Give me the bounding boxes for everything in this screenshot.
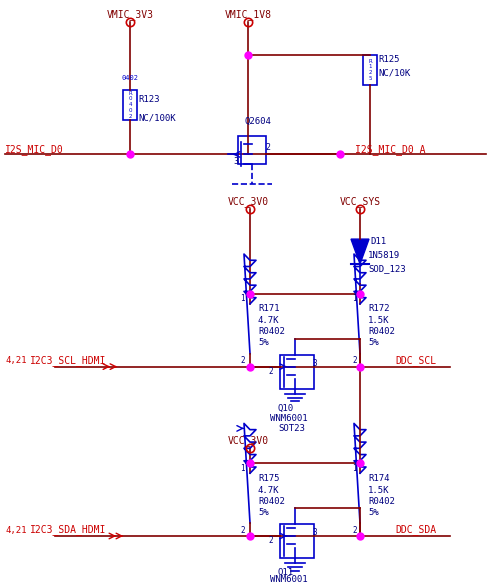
Text: R125: R125 xyxy=(378,55,400,64)
Text: 4,21: 4,21 xyxy=(5,356,27,365)
Text: R0402: R0402 xyxy=(368,497,395,505)
Text: 5%: 5% xyxy=(368,338,379,347)
Text: 1.5K: 1.5K xyxy=(368,486,389,495)
Text: Q2604: Q2604 xyxy=(245,117,272,126)
Text: 1N5819: 1N5819 xyxy=(368,250,400,260)
Text: D11: D11 xyxy=(370,236,386,246)
Text: 3: 3 xyxy=(313,359,318,368)
Text: 2: 2 xyxy=(240,525,245,535)
Text: VCC_3V0: VCC_3V0 xyxy=(228,435,269,446)
Text: Q11: Q11 xyxy=(278,569,294,577)
Text: I2S_MIC_D0: I2S_MIC_D0 xyxy=(5,144,64,155)
Text: 3: 3 xyxy=(233,157,238,166)
Text: 5%: 5% xyxy=(258,338,269,347)
Text: 5%: 5% xyxy=(368,508,379,517)
Text: DDC_SDA: DDC_SDA xyxy=(395,525,436,535)
Bar xyxy=(280,524,314,558)
Text: WNM6001: WNM6001 xyxy=(270,575,308,584)
Text: WNM6001: WNM6001 xyxy=(270,414,308,423)
Text: 4.7K: 4.7K xyxy=(258,486,279,495)
Text: R0402: R0402 xyxy=(368,327,395,336)
Text: VCC_3V0: VCC_3V0 xyxy=(228,196,269,207)
Text: R
0
4
0
2: R 0 4 0 2 xyxy=(128,91,132,119)
Text: 4,21: 4,21 xyxy=(5,525,27,535)
Text: R174: R174 xyxy=(368,474,389,483)
Text: SOD_123: SOD_123 xyxy=(368,264,406,274)
Text: 1: 1 xyxy=(352,464,356,473)
Text: VCC_SYS: VCC_SYS xyxy=(340,196,381,207)
Text: 5%: 5% xyxy=(258,508,269,517)
Text: NC/10K: NC/10K xyxy=(378,68,410,77)
Text: I2S_MIC_D0 A: I2S_MIC_D0 A xyxy=(355,144,426,155)
Text: 2: 2 xyxy=(240,356,245,365)
Text: 4.7K: 4.7K xyxy=(258,316,279,325)
Text: 0402: 0402 xyxy=(121,75,138,81)
Text: 2: 2 xyxy=(352,356,356,365)
Text: 1.5K: 1.5K xyxy=(368,316,389,325)
Bar xyxy=(238,136,266,164)
Text: 2: 2 xyxy=(265,143,270,152)
Text: DDC_SCL: DDC_SCL xyxy=(395,355,436,366)
Text: R172: R172 xyxy=(368,304,389,314)
Bar xyxy=(280,355,314,388)
Text: 1: 1 xyxy=(240,294,245,304)
Text: I2C3_SCL_HDMI: I2C3_SCL_HDMI xyxy=(30,355,107,366)
Text: 1: 1 xyxy=(352,294,356,304)
Text: R175: R175 xyxy=(258,474,279,483)
Text: R0402: R0402 xyxy=(258,327,285,336)
Text: R123: R123 xyxy=(138,95,160,104)
Text: SOT23: SOT23 xyxy=(278,424,305,433)
Text: 2: 2 xyxy=(352,525,356,535)
Text: 3: 3 xyxy=(313,528,318,538)
Bar xyxy=(363,55,377,85)
Text: Q10: Q10 xyxy=(278,404,294,413)
Text: VMIC_3V3: VMIC_3V3 xyxy=(107,9,154,20)
Text: NC/100K: NC/100K xyxy=(138,113,176,122)
Text: 1: 1 xyxy=(240,464,245,473)
Bar xyxy=(123,90,137,119)
Polygon shape xyxy=(351,239,369,264)
Text: 2: 2 xyxy=(268,536,273,545)
Text: 2: 2 xyxy=(268,367,273,376)
Text: R0402: R0402 xyxy=(258,497,285,505)
Text: VMIC_1V8: VMIC_1V8 xyxy=(225,9,272,20)
Text: I2C3_SDA_HDMI: I2C3_SDA_HDMI xyxy=(30,525,107,535)
Text: R
1
2
5: R 1 2 5 xyxy=(368,58,372,81)
Text: R171: R171 xyxy=(258,304,279,314)
